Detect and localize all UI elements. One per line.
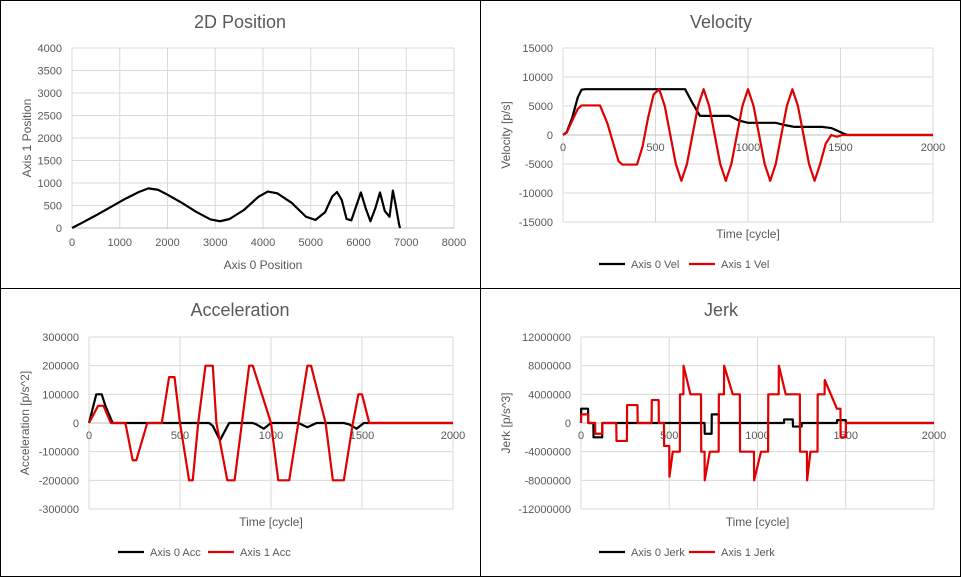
x-tick-label: 2000 [921,142,945,154]
y-tick-label: 4000 [38,43,62,55]
x-axis-label: Axis 0 Position [224,258,303,272]
legend-entry: Axis 0 Vel [631,259,679,271]
chart-panel-acceleration: Acceleration -300000 -200000 -100000 0 100000… [0,289,480,577]
y-tick-label: 300000 [42,332,79,344]
y-tick-label: 0 [565,418,571,430]
y-tick-label: 2500 [38,111,62,123]
x-tick-label: 1500 [350,430,374,442]
x-tick-label: 3000 [203,237,227,249]
x-tick-label: 1000 [259,430,283,442]
y-tick-label: 0 [56,223,62,235]
y-tick-label: 1500 [38,156,62,168]
x-tick-label: 4000 [251,237,275,249]
x-tick-label: 0 [560,142,566,154]
chart-panel-jerk: Jerk -12000000 -8000000 -4000000 0 4000000 800… [481,289,961,577]
y-tick-label: 15000 [522,43,553,55]
chart-panel-velocity: Velocity-15000-10000-5000050001000015000… [481,0,961,288]
chart-title: Acceleration [190,300,289,320]
y-tick-label: 3000 [38,88,62,100]
y-tick-label: 100000 [42,389,79,401]
y-tick-label: -15000 [519,217,553,229]
x-tick-label: 2000 [155,237,179,249]
x-tick-label: 1000 [108,237,132,249]
y-tick-label: 10000 [522,72,553,84]
x-tick-label: 5000 [299,237,323,249]
legend-entry: Axis 1 Acc [240,547,291,559]
y-tick-label: -12000000 [518,504,571,516]
series-line-axis0 [71,187,402,229]
x-tick-label: 500 [660,430,678,442]
x-tick-label: 6000 [346,237,370,249]
y-tick-label: 4000000 [528,389,571,401]
y-tick-label: 2000 [38,133,62,145]
y-tick-label: 0 [547,130,553,142]
x-tick-label: 0 [578,430,584,442]
y-tick-label: -5000 [525,159,553,171]
x-axis-label: Time [cycle] [726,515,790,529]
y-tick-label: 8000000 [528,361,571,373]
y-tick-label: 3500 [38,66,62,78]
y-tick-label: -4000000 [525,447,572,459]
y-axis-label: Acceleration [p/s^2] [18,371,32,475]
x-axis-label: Time [cycle] [239,515,303,529]
y-tick-label: 0 [73,418,79,430]
x-tick-label: 1000 [736,142,760,154]
chart-title: 2D Position [194,12,286,32]
legend-entry: Axis 1 Jerk [721,547,775,559]
y-tick-label: -200000 [39,475,79,487]
x-axis-label: Time [cycle] [716,227,780,241]
y-axis-label: Axis 1 Position [20,99,34,178]
y-tick-label: -100000 [39,447,79,459]
chart-title: Jerk [704,300,739,320]
x-tick-label: 500 [646,142,664,154]
y-tick-label: 5000 [529,101,553,113]
y-tick-label: 12000000 [522,332,571,344]
x-tick-label: 7000 [394,237,418,249]
y-tick-label: -10000 [519,188,553,200]
chart-title: Velocity [690,12,752,32]
x-tick-label: 1500 [828,142,852,154]
legend-entry: Axis 1 Vel [721,259,769,271]
x-tick-label: 0 [69,237,75,249]
chart-panel-position: 2D Position 0 500 1000 1500 2000 2500 3000 3500 4… [0,0,480,288]
legend-entry: Axis 0 Jerk [631,547,685,559]
x-tick-label: 2000 [441,430,465,442]
y-axis-label: Jerk [p/s^3] [499,393,513,454]
y-tick-label: -8000000 [525,475,572,487]
y-axis-label: Velocity [p/s] [499,101,513,168]
x-tick-label: 1000 [745,430,769,442]
x-tick-label: 2000 [922,430,946,442]
x-tick-label: 8000 [442,237,466,249]
y-tick-label: -300000 [39,504,79,516]
x-tick-label: 500 [171,430,189,442]
y-tick-label: 500 [44,201,62,213]
y-tick-label: 1000 [38,178,62,190]
x-tick-label: 0 [86,430,92,442]
y-tick-label: 200000 [42,361,79,373]
legend-entry: Axis 0 Acc [150,547,201,559]
